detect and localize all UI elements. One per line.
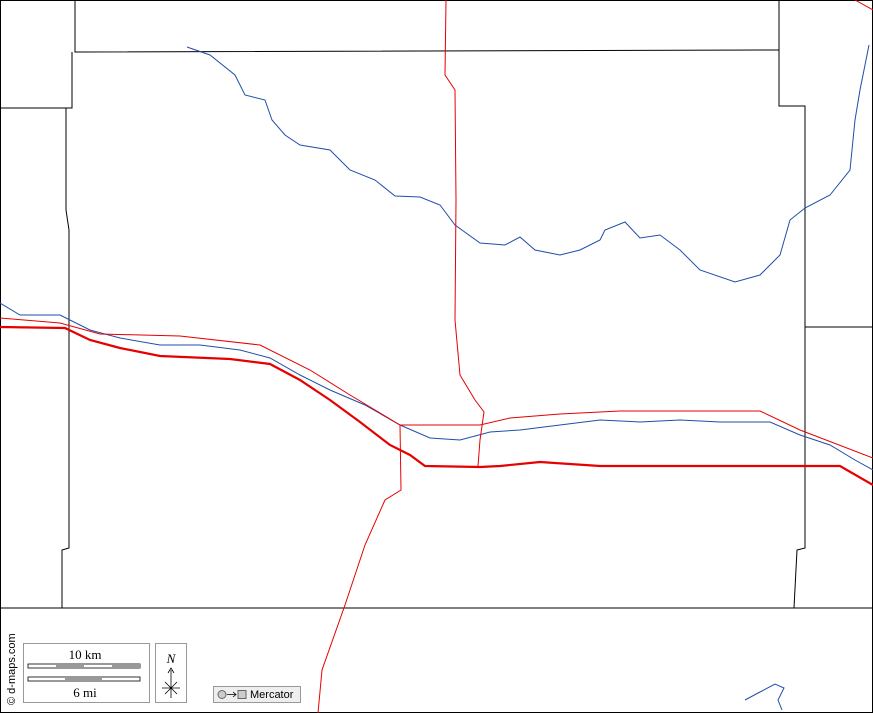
- north-arrow: N: [155, 643, 187, 703]
- county-borders: [0, 0, 873, 609]
- rivers: [0, 44, 873, 711]
- north-label: N: [166, 651, 177, 666]
- scale-bar: 10 km 6 mi: [23, 643, 150, 703]
- projection-label: Mercator: [250, 689, 294, 701]
- scale-km-label: 10 km: [69, 647, 102, 662]
- scale-mi-label: 6 mi: [73, 685, 97, 700]
- projection-box: Mercator: [213, 686, 301, 703]
- credit: © d-maps.com: [6, 633, 18, 705]
